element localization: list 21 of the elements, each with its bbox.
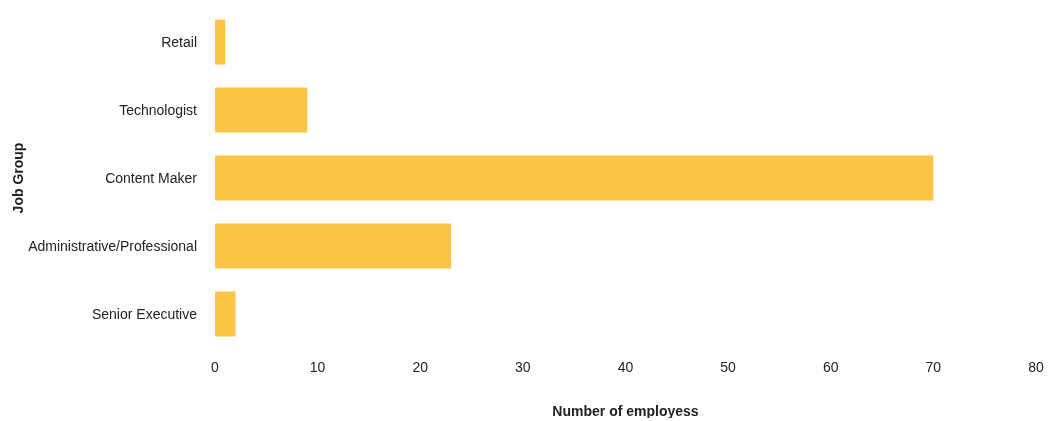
x-tick-label: 60 xyxy=(822,358,839,375)
x-tick-label: 40 xyxy=(617,358,634,375)
bar xyxy=(215,155,934,201)
x-tick-label: 20 xyxy=(412,358,429,375)
y-tick-label: Retail xyxy=(161,33,197,50)
y-tick-label: Administrative/Professional xyxy=(28,237,197,254)
y-axis-title: Job Group xyxy=(9,142,26,214)
x-tick-label: 70 xyxy=(925,358,942,375)
x-axis-title: Number of employess xyxy=(552,403,699,419)
x-tick-label: 80 xyxy=(1028,358,1044,375)
y-tick-label: Technologist xyxy=(119,101,198,118)
x-tick-label: 0 xyxy=(211,358,220,375)
y-tick-label: Senior Executive xyxy=(91,305,198,322)
y-tick-label: Content Maker xyxy=(105,169,198,186)
bar xyxy=(215,223,452,269)
bar xyxy=(215,87,308,133)
bar xyxy=(215,291,236,337)
x-tick-label: 10 xyxy=(309,358,326,375)
x-tick-label: 30 xyxy=(515,358,531,375)
x-tick-label: 50 xyxy=(720,358,737,375)
bar xyxy=(215,19,226,65)
